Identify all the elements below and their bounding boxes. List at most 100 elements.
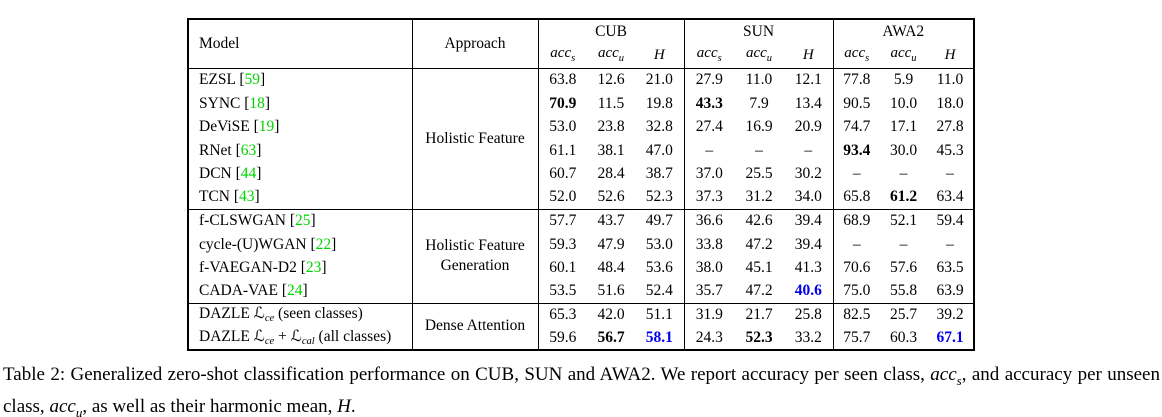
value-cell: 63.9 [936, 282, 964, 300]
value-cell: – [755, 141, 763, 159]
model-label-text: cal [301, 335, 315, 347]
value-cell: 52.4 [645, 282, 673, 300]
model-label-text: TCN [199, 188, 230, 206]
value-cell: 11.0 [745, 71, 773, 89]
table-row: DAZLE ℒce + ℒcal (all classes) 59.6 56.7 58… [188, 326, 974, 350]
table-row: f-CLSWGAN [25] Holistic Feature Generatio… [188, 209, 974, 303]
value-cell: 59.3 [537, 232, 587, 256]
value-cell: 27.8 [936, 118, 964, 135]
citation-link[interactable]: 43 [239, 188, 255, 206]
citation-link[interactable]: 18 [249, 94, 265, 112]
value-cell: 75.0 [832, 279, 881, 303]
value-cell: 25.7 [889, 306, 918, 324]
value-cell: 45.3 [936, 141, 964, 159]
value-cell: 52.3 [745, 329, 773, 346]
model-label-text: f-VAEGAN-D2 [199, 259, 297, 276]
value-cell: 45.1 [745, 259, 773, 276]
model-label-text: f-CLSWGAN [199, 212, 286, 230]
value-cell: 56.7 [597, 329, 625, 346]
value-cell: 90.5 [832, 91, 881, 115]
caption-math: u [75, 404, 83, 417]
model-cell: CADA-VAE [24] [199, 282, 308, 300]
value-cell: 63.5 [936, 259, 964, 276]
value-cell: 51.6 [597, 282, 625, 300]
metric-header-sun-accu: accu [745, 45, 773, 64]
model-label-text: CADA-VAE [199, 282, 278, 300]
citation-link[interactable]: 22 [315, 235, 332, 253]
caption-text: , and accuracy per unseen class, [3, 364, 1160, 417]
value-cell: – [832, 162, 881, 186]
value-cell: 23.8 [597, 118, 625, 135]
model-label-text: EZSL [199, 71, 236, 89]
citation-link[interactable]: 44 [240, 165, 257, 182]
model-label-text: DCN [199, 165, 232, 182]
value-cell: 27.9 [683, 68, 735, 92]
metric-header-cub-accu: accu [597, 45, 625, 64]
value-cell: 31.2 [745, 188, 773, 206]
value-cell: 42.0 [597, 306, 625, 324]
value-cell: 5.9 [893, 71, 914, 89]
value-cell: 17.1 [889, 118, 918, 135]
column-header-awa2: AWA2 [832, 19, 975, 43]
model-cell: EZSL [59] [199, 71, 266, 89]
model-label-text: DAZLE [199, 304, 254, 322]
value-cell: 47.2 [745, 235, 773, 253]
model-cell: f-CLSWGAN [25] [199, 212, 316, 230]
row-group: DAZLE ℒce (seen classes) Dense Attention 6… [188, 303, 975, 350]
script-L-symbol: ℒ [290, 327, 302, 345]
row-group: f-CLSWGAN [25] Holistic Feature Generatio… [188, 209, 975, 303]
value-cell: 19.8 [645, 94, 673, 112]
model-label-text: SYNC [199, 94, 241, 112]
value-cell: 11.5 [597, 94, 625, 112]
value-cell: 13.4 [794, 94, 822, 112]
value-cell: 53.0 [645, 235, 673, 253]
value-cell: 70.9 [537, 91, 587, 115]
value-cell: 39.4 [794, 235, 822, 253]
citation-link[interactable]: 19 [258, 118, 275, 135]
value-cell: 33.2 [794, 329, 822, 346]
citation-link[interactable]: 59 [244, 71, 261, 89]
metric-header-cub-H: H [653, 46, 665, 63]
model-label-text: ce [264, 312, 275, 324]
value-cell: – [946, 235, 954, 253]
value-cell: 21.7 [745, 306, 773, 324]
model-label-text: RNet [199, 141, 232, 159]
column-header-sun: SUN [683, 19, 834, 43]
citation-link[interactable]: 24 [287, 282, 303, 300]
value-cell: 10.0 [889, 94, 918, 112]
value-cell: 47.9 [597, 235, 625, 253]
value-cell: 37.3 [683, 185, 735, 209]
citation-link[interactable]: 23 [305, 259, 322, 276]
value-cell: 40.6 [794, 282, 822, 300]
value-cell: 25.5 [745, 165, 773, 182]
value-cell: 52.3 [645, 188, 673, 206]
caption-math: acc [49, 395, 76, 417]
metric-header-awa2-accu: accu [890, 45, 917, 64]
value-cell: 38.0 [683, 256, 735, 280]
value-cell: 28.4 [597, 165, 625, 182]
value-cell: 16.9 [745, 118, 773, 135]
caption-math: H [337, 395, 351, 417]
metric-header-sun-H: H [802, 46, 814, 63]
citation-link[interactable]: 25 [295, 212, 311, 230]
value-cell: – [899, 165, 908, 182]
value-cell: 27.4 [683, 115, 735, 139]
value-cell: 33.8 [683, 232, 735, 256]
caption-text: Table 2: Generalized zero-shot classific… [3, 364, 931, 385]
value-cell: 52.6 [597, 188, 625, 206]
value-cell: 53.6 [645, 259, 673, 276]
column-header-approach: Approach [411, 19, 538, 68]
model-label-text: cycle-(U)WGAN [199, 235, 307, 253]
table-row: f-VAEGAN-D2 [23] 60.1 48.4 53.6 38.0 45.1 41.3… [188, 256, 974, 280]
value-cell: 42.6 [745, 212, 773, 230]
value-cell: 49.7 [645, 212, 673, 230]
model-label-text: ce [264, 335, 275, 347]
value-cell: – [683, 138, 735, 162]
citation-link[interactable]: 63 [240, 141, 257, 159]
model-label-text: DAZLE [199, 327, 254, 345]
column-header-cub: CUB [537, 19, 685, 43]
value-cell: 30.0 [889, 141, 918, 159]
